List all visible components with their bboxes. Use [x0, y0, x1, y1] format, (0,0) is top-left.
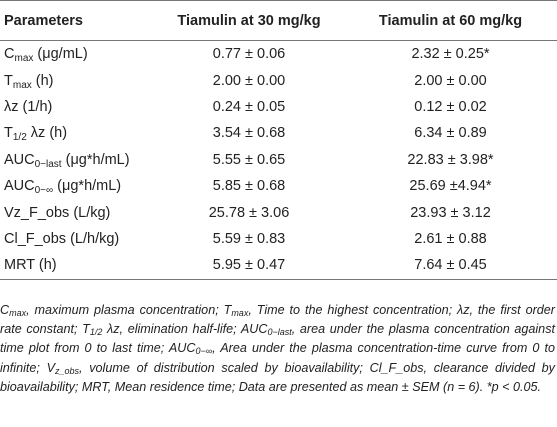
dose30-cell: 0.24 ± 0.05: [212, 98, 286, 115]
footnote-subscript: max: [9, 308, 27, 318]
footnote-text: C: [0, 303, 10, 317]
dose30-cell: 2.00 ± 0.00: [212, 72, 286, 89]
footnote-text: , area under the plasma concentration ag…: [0, 322, 555, 356]
dose30-cell: 5.95 ± 0.47: [154, 252, 344, 280]
footnote-subscript: z_obs: [55, 365, 80, 376]
parameter-cell: Cmax (μg/mL): [0, 41, 154, 68]
dose60-cell: 25.69 ±4.94*: [409, 178, 492, 195]
dose30-cell: 3.54 ± 0.68: [212, 125, 286, 142]
parameter-unit: (μg/mL): [33, 46, 88, 63]
parameter-symbol: T: [4, 72, 13, 89]
footnote-text: λz, elimination half-life; AUC: [102, 322, 268, 337]
table-row: Tmax (h) 2.00 ± 0.00 2.00 ± 0.00: [0, 67, 557, 93]
table-row: λz (1/h) 0.24 ± 0.05 0.12 ± 0.02: [0, 94, 557, 120]
table-footnote: Cmax, maximum plasma concentration; Tmax…: [0, 301, 555, 397]
parameter-unit: (h): [31, 72, 54, 89]
parameter-symbol: AUC: [4, 151, 35, 168]
parameter-cell: AUC0−∞ (μg*h/mL): [0, 173, 154, 199]
header-parameters: Parameters: [0, 0, 154, 41]
footnote-text: , maximum plasma concentration; T: [26, 303, 232, 317]
dose30-cell: 5.59 ± 0.83: [212, 230, 286, 247]
dose30-cell: 5.55 ± 0.65: [212, 151, 286, 168]
parameter-subscript: max: [14, 53, 34, 65]
dose30-cell: 25.78 ± 3.06: [208, 204, 290, 221]
table-header-row: Parameters Tiamulin at 30 mg/kg Tiamulin…: [0, 0, 557, 41]
parameter-subscript: 0−∞: [34, 185, 54, 197]
parameter-cell: MRT (h): [0, 252, 154, 280]
dose60-cell: 7.64 ± 0.45: [344, 252, 557, 280]
parameter-symbol: T: [4, 125, 13, 142]
footnote-subscript: 1/2: [89, 327, 103, 338]
dose60-cell: 0.12 ± 0.02: [414, 98, 487, 115]
footnote-subscript: max: [231, 308, 249, 318]
dose60-cell: 2.61 ± 0.88: [414, 230, 487, 247]
pharmacokinetics-table: Parameters Tiamulin at 30 mg/kg Tiamulin…: [0, 0, 557, 280]
footnote-text: , Time to the highest concentration; λz,…: [0, 303, 555, 337]
parameter-subscript: 1/2: [12, 132, 27, 144]
table-row: Cmax (μg/mL) 0.77 ± 0.06 2.32 ± 0.25*: [0, 41, 557, 68]
header-dose-30: Tiamulin at 30 mg/kg: [154, 0, 344, 41]
parameter-subscript: 0−last: [34, 158, 62, 170]
parameter-cell: Vz_F_obs (L/kg): [0, 199, 154, 225]
parameter-unit: λz (h): [26, 125, 68, 142]
parameter-unit: (μg*h/mL): [61, 151, 130, 168]
parameter-unit: (μg*h/mL): [53, 178, 122, 195]
table-row: AUC0−last (μg*h/mL) 5.55 ± 0.65 22.83 ± …: [0, 147, 557, 173]
footnote-text: , Area under the plasma concentration-ti…: [0, 341, 556, 375]
parameter-symbol: C: [4, 46, 15, 63]
table-row: MRT (h) 5.95 ± 0.47 7.64 ± 0.45: [0, 252, 557, 280]
parameter-symbol: MRT (h): [4, 257, 57, 274]
parameter-symbol: Cl_F_obs (L/h/kg): [4, 230, 120, 247]
dose60-cell: 22.83 ± 3.98*: [407, 151, 494, 168]
dose30-cell: 5.85 ± 0.68: [212, 178, 286, 195]
parameter-symbol: AUC: [4, 178, 35, 195]
table-row: Cl_F_obs (L/h/kg) 5.59 ± 0.83 2.61 ± 0.8…: [0, 226, 557, 252]
dose60-cell: 23.93 ± 3.12: [410, 204, 491, 221]
table-row: AUC0−∞ (μg*h/mL) 5.85 ± 0.68 25.69 ±4.94…: [0, 173, 557, 199]
parameter-symbol: Vz_F_obs (L/kg): [4, 204, 111, 221]
table-row: T1/2 λz (h) 3.54 ± 0.68 6.34 ± 0.89: [0, 120, 557, 146]
dose60-cell: 2.32 ± 0.25*: [411, 46, 490, 63]
parameter-symbol: λz (1/h): [4, 98, 53, 115]
parameter-cell: AUC0−last (μg*h/mL): [0, 147, 154, 173]
dose60-cell: 6.34 ± 0.89: [414, 125, 487, 142]
footnote-subscript: 0−last: [267, 327, 292, 338]
dose60-cell: 2.00 ± 0.00: [414, 72, 487, 89]
parameter-cell: Cl_F_obs (L/h/kg): [0, 226, 154, 252]
parameter-cell: λz (1/h): [0, 94, 154, 120]
parameter-cell: T1/2 λz (h): [0, 120, 154, 146]
parameter-cell: Tmax (h): [0, 67, 154, 93]
footnote-subscript: 0−∞: [195, 346, 213, 357]
header-dose-60: Tiamulin at 60 mg/kg: [344, 0, 557, 41]
dose30-cell: 0.77 ± 0.06: [212, 46, 286, 63]
table-row: Vz_F_obs (L/kg) 25.78 ± 3.06 23.93 ± 3.1…: [0, 199, 557, 225]
footnote-text: , volume of distribution scaled by bioav…: [0, 360, 555, 394]
parameter-subscript: max: [12, 79, 32, 91]
